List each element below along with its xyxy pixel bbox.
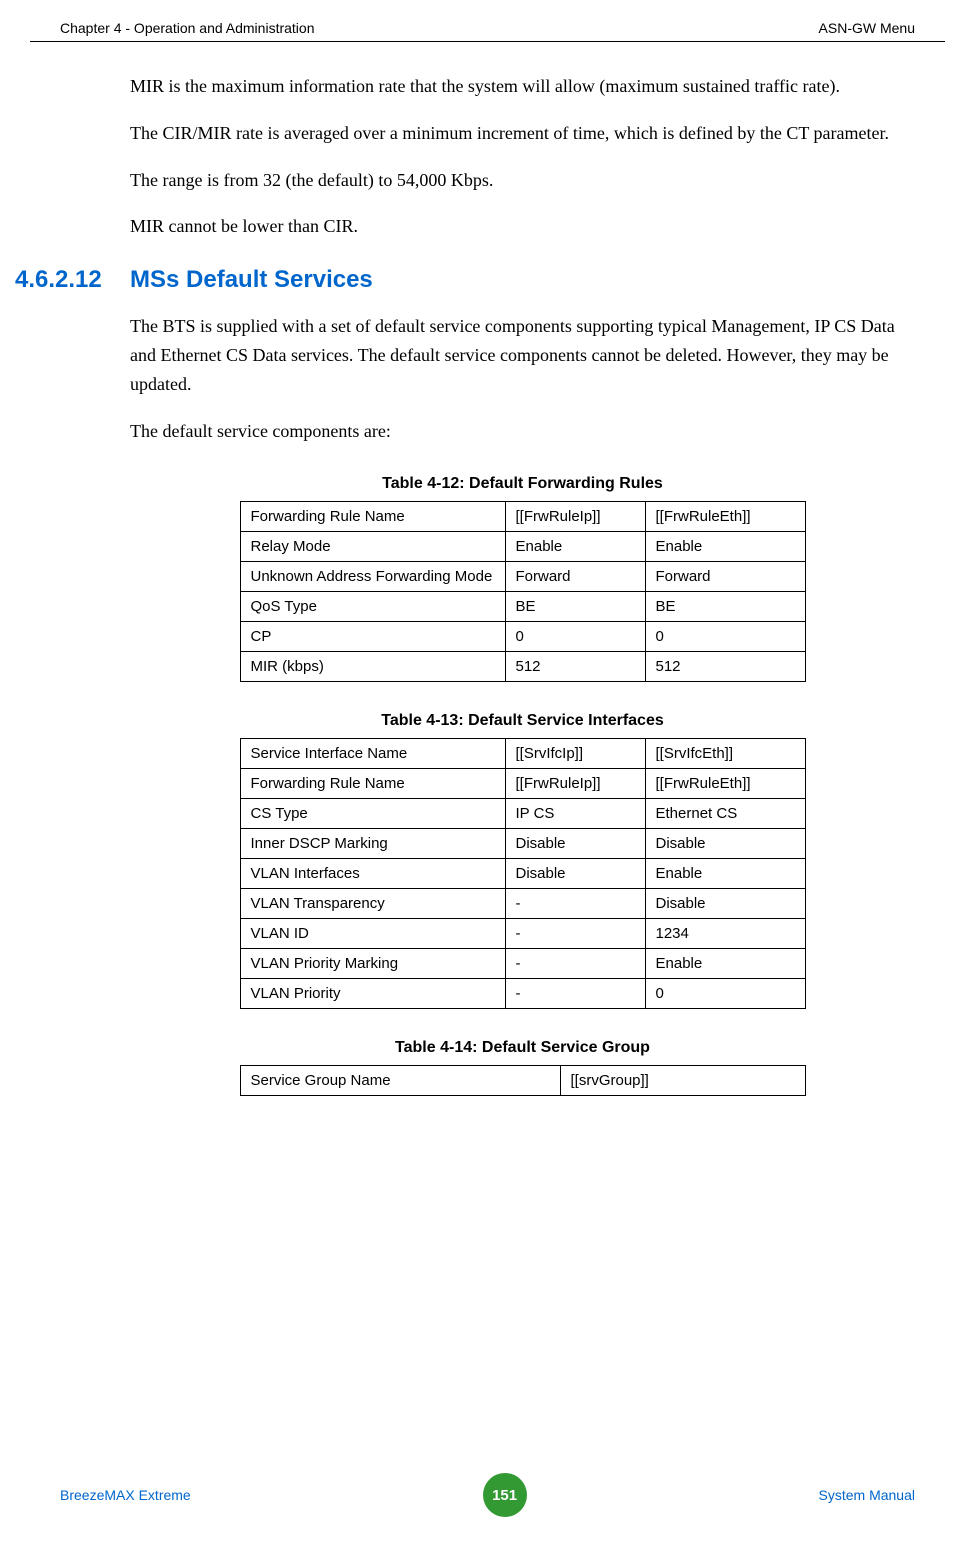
table-cell: MIR (kbps) xyxy=(240,652,505,682)
table-cell: Service Interface Name xyxy=(240,739,505,769)
footer-manual: System Manual xyxy=(819,1487,915,1503)
table-cell: - xyxy=(505,889,645,919)
table-cell: Enable xyxy=(645,949,805,979)
table-cell: [[FrwRuleIp]] xyxy=(505,769,645,799)
table-row: Service Interface Name[[SrvIfcIp]][[SrvI… xyxy=(240,739,805,769)
table-cell: VLAN ID xyxy=(240,919,505,949)
table-cell: VLAN Priority Marking xyxy=(240,949,505,979)
section-title: MSs Default Services xyxy=(130,266,373,294)
page-header: Chapter 4 - Operation and Administration… xyxy=(30,0,945,42)
table-cell: Forward xyxy=(645,562,805,592)
paragraph-cirmir: The CIR/MIR rate is averaged over a mini… xyxy=(130,119,915,148)
table-cell: [[FrwRuleEth]] xyxy=(645,502,805,532)
table-cell: Disable xyxy=(505,859,645,889)
table-row: QoS TypeBEBE xyxy=(240,592,805,622)
table-row: VLAN Transparency-Disable xyxy=(240,889,805,919)
table-cell: 512 xyxy=(505,652,645,682)
table-cell: QoS Type xyxy=(240,592,505,622)
table-cell: IP CS xyxy=(505,799,645,829)
table-cell: 0 xyxy=(645,979,805,1009)
table-cell: BE xyxy=(645,592,805,622)
table-row: Forwarding Rule Name[[FrwRuleIp]][[FrwRu… xyxy=(240,769,805,799)
table-cell: [[SrvIfcEth]] xyxy=(645,739,805,769)
table-cell: BE xyxy=(505,592,645,622)
header-left: Chapter 4 - Operation and Administration xyxy=(60,20,314,36)
table-414-caption: Table 4-14: Default Service Group xyxy=(130,1039,915,1057)
table-row: CS TypeIP CSEthernet CS xyxy=(240,799,805,829)
table-cell: [[srvGroup]] xyxy=(560,1066,805,1096)
table-cell: [[SrvIfcIp]] xyxy=(505,739,645,769)
table-412-caption: Table 4-12: Default Forwarding Rules xyxy=(130,475,915,493)
page-number: 151 xyxy=(483,1473,527,1517)
table-cell: [[FrwRuleIp]] xyxy=(505,502,645,532)
table-cell: 512 xyxy=(645,652,805,682)
table-cell: Relay Mode xyxy=(240,532,505,562)
table-row: VLAN Priority Marking-Enable xyxy=(240,949,805,979)
paragraph-bts: The BTS is supplied with a set of defaul… xyxy=(130,312,915,398)
table-row: Relay ModeEnableEnable xyxy=(240,532,805,562)
table-row: Forwarding Rule Name[[FrwRuleIp]][[FrwRu… xyxy=(240,502,805,532)
table-cell: 0 xyxy=(505,622,645,652)
table-cell: Disable xyxy=(645,829,805,859)
table-cell: [[FrwRuleEth]] xyxy=(645,769,805,799)
table-cell: Forwarding Rule Name xyxy=(240,502,505,532)
table-cell: CP xyxy=(240,622,505,652)
table-cell: Forwarding Rule Name xyxy=(240,769,505,799)
table-cell: Forward xyxy=(505,562,645,592)
table-cell: - xyxy=(505,949,645,979)
table-row: VLAN Priority-0 xyxy=(240,979,805,1009)
table-row: Unknown Address Forwarding ModeForwardFo… xyxy=(240,562,805,592)
table-cell: Enable xyxy=(645,859,805,889)
section-number: 4.6.2.12 xyxy=(15,266,130,294)
table-414: Service Group Name[[srvGroup]] xyxy=(240,1065,806,1096)
paragraph-range: The range is from 32 (the default) to 54… xyxy=(130,166,915,195)
table-cell: Enable xyxy=(645,532,805,562)
table-cell: Inner DSCP Marking xyxy=(240,829,505,859)
table-413-caption: Table 4-13: Default Service Interfaces xyxy=(130,712,915,730)
footer-product: BreezeMAX Extreme xyxy=(60,1487,191,1503)
table-413: Service Interface Name[[SrvIfcIp]][[SrvI… xyxy=(240,738,806,1009)
table-cell: Disable xyxy=(505,829,645,859)
table-cell: CS Type xyxy=(240,799,505,829)
table-cell: - xyxy=(505,979,645,1009)
table-row: Service Group Name[[srvGroup]] xyxy=(240,1066,805,1096)
table-cell: Service Group Name xyxy=(240,1066,560,1096)
table-row: VLAN InterfacesDisableEnable xyxy=(240,859,805,889)
table-cell: 1234 xyxy=(645,919,805,949)
table-row: VLAN ID-1234 xyxy=(240,919,805,949)
table-row: Inner DSCP MarkingDisableDisable xyxy=(240,829,805,859)
table-412: Forwarding Rule Name[[FrwRuleIp]][[FrwRu… xyxy=(240,501,806,682)
table-row: MIR (kbps)512512 xyxy=(240,652,805,682)
table-cell: 0 xyxy=(645,622,805,652)
page-content: MIR is the maximum information rate that… xyxy=(0,42,975,1136)
table-cell: VLAN Interfaces xyxy=(240,859,505,889)
table-cell: Ethernet CS xyxy=(645,799,805,829)
table-cell: VLAN Priority xyxy=(240,979,505,1009)
table-cell: - xyxy=(505,919,645,949)
page-footer: BreezeMAX Extreme 151 System Manual xyxy=(30,1473,945,1517)
table-row: CP00 xyxy=(240,622,805,652)
table-cell: Enable xyxy=(505,532,645,562)
paragraph-components: The default service components are: xyxy=(130,417,915,446)
paragraph-mir-cir: MIR cannot be lower than CIR. xyxy=(130,212,915,241)
header-right: ASN-GW Menu xyxy=(819,20,915,36)
table-cell: Unknown Address Forwarding Mode xyxy=(240,562,505,592)
table-cell: VLAN Transparency xyxy=(240,889,505,919)
paragraph-mir-def: MIR is the maximum information rate that… xyxy=(130,72,915,101)
table-cell: Disable xyxy=(645,889,805,919)
section-heading: 4.6.2.12 MSs Default Services xyxy=(15,266,915,294)
